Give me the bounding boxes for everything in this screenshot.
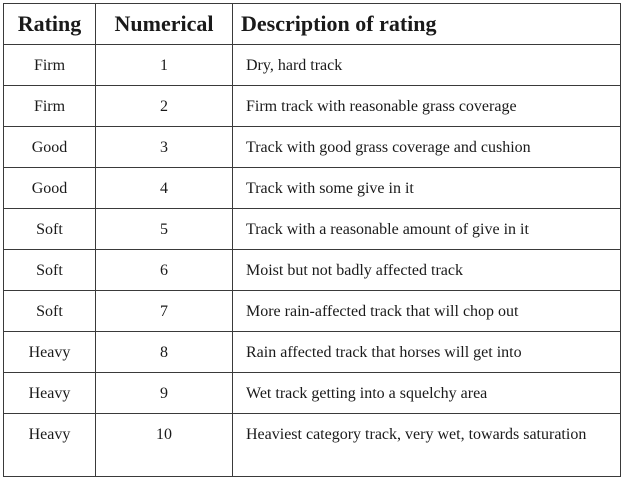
table-cell: 4 [95,167,233,209]
table-cell: Heavy [3,413,96,477]
table-cell: Firm [3,44,96,86]
table-cell: 3 [95,126,233,168]
table-body: Firm 1 Dry, hard track Firm 2 Firm track with… [3,44,621,477]
header-cell: Rating [3,3,96,45]
table-cell: 5 [95,208,233,250]
header-row: Rating Numerical Description of rating [3,3,621,45]
table-cell: 9 [95,372,233,414]
header-cell: Numerical [95,3,233,45]
table-cell: 7 [95,290,233,332]
table-cell: 1 [95,44,233,86]
table-cell: 2 [95,85,233,127]
table-row: Soft 5 Track with a reasonable amount of g… [3,208,621,250]
table-cell: Track with good grass coverage and cushi… [232,126,621,168]
table-cell: 10 [95,413,233,477]
table-cell: Soft [3,290,96,332]
rating-table: Rating Numerical Description of rating F… [3,3,621,477]
table-cell: Moist but not badly affected track [232,249,621,291]
table-cell: Dry, hard track [232,44,621,86]
table-cell: Heavy [3,331,96,373]
table-cell: 6 [95,249,233,291]
table-cell: Good [3,167,96,209]
table-row: Soft 6 Moist but not badly affected track [3,249,621,291]
table-row: Heavy 8 Rain affected track that horses wi… [3,331,621,373]
table-row: Firm 1 Dry, hard track [3,44,621,86]
table-cell: Good [3,126,96,168]
table-cell: Soft [3,249,96,291]
table-row: Firm 2 Firm track with reasonable grass co… [3,85,621,127]
table-cell: Track with a reasonable amount of give i… [232,208,621,250]
table-cell: Soft [3,208,96,250]
table-cell: Wet track getting into a squelchy area [232,372,621,414]
table-row: Heavy 9 Wet track getting into a squelchy … [3,372,621,414]
table-cell: Firm [3,85,96,127]
table-row: Good 4 Track with some give in it [3,167,621,209]
table-row: Soft 7 More rain-affected track that will … [3,290,621,332]
table-cell: Rain affected track that horses will get… [232,331,621,373]
table-cell: Heaviest category track, very wet, towar… [232,413,621,477]
table-cell: More rain-affected track that will chop … [232,290,621,332]
table-cell: 8 [95,331,233,373]
table-cell: Heavy [3,372,96,414]
table-row: Heavy 10 Heaviest category track, very wet… [3,413,621,477]
table-cell: Track with some give in it [232,167,621,209]
header-cell: Description of rating [232,3,621,45]
table-cell: Firm track with reasonable grass coverag… [232,85,621,127]
table-row: Good 3 Track with good grass coverage and … [3,126,621,168]
